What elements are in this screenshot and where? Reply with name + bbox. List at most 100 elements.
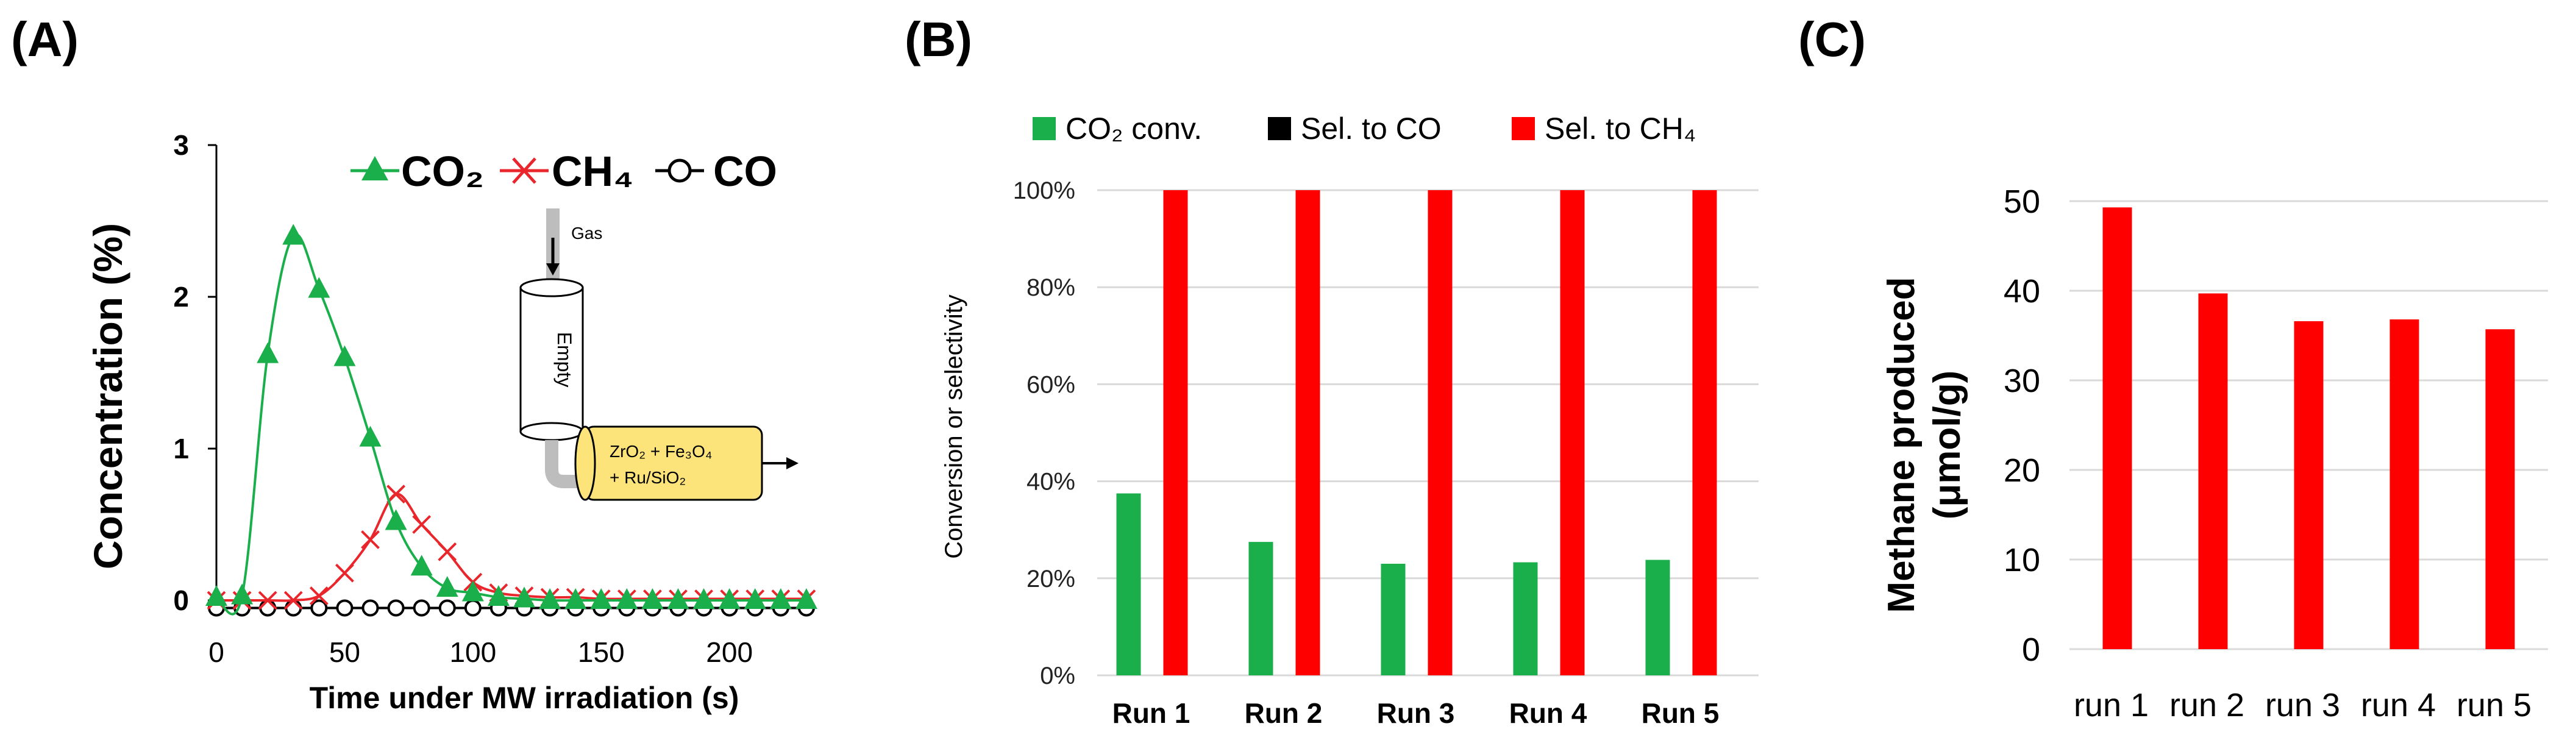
- panel-c-y-tick-label: 40: [2004, 273, 2040, 310]
- panel-a-co2-point: [436, 576, 458, 597]
- legend-sel-ch4-swatch: [1512, 117, 1535, 140]
- panel-c-y-tick-label: 20: [2004, 452, 2040, 489]
- panel-c-x-category-label: run 4: [2361, 687, 2436, 723]
- legend-co-marker: [667, 158, 692, 183]
- panel-a-ch4-point: [258, 591, 277, 610]
- panel-a-co-point: [310, 599, 328, 617]
- panel-c-y-axis-title-line2: (μmol/g): [1926, 371, 1968, 520]
- panel-b-bar-co2-conv: [1645, 560, 1670, 675]
- panel-b-bar-sel-ch4: [1428, 190, 1453, 675]
- panel-c-x-category-label: run 3: [2265, 687, 2340, 723]
- panel-b-x-category-label: Run 3: [1377, 697, 1455, 729]
- legend-co-label: CO: [713, 148, 777, 195]
- legend-ch4-marker: [512, 157, 536, 184]
- panel-a-line-chart: 0 1 2 3 0 50 100 150 200 Concentration (%) Time …: [85, 129, 817, 715]
- panel-label-b: (B): [905, 12, 972, 66]
- panel-b-bar-co2-conv: [1248, 542, 1273, 675]
- panel-a-co-point: [438, 599, 456, 617]
- panel-c-bar-chart: 0 10 20 30 40 50 run 1 run 2 run 3 run 4 run 5 Met…: [1880, 183, 2548, 723]
- panel-b-x-category-label: Run 4: [1509, 697, 1587, 729]
- panel-a-ch4-point: [309, 586, 329, 605]
- panel-b-bar-sel-ch4: [1692, 190, 1717, 675]
- panel-a-y-tick-label: 0: [173, 585, 189, 616]
- panel-a-co2-point: [359, 425, 382, 447]
- panel-a-x-tick-label: 0: [208, 636, 224, 668]
- panel-a-co2-point: [564, 588, 587, 609]
- catalyst-reactor-end: [574, 425, 596, 501]
- panel-a-co-point: [413, 599, 430, 617]
- panel-c-bar: [2102, 207, 2132, 649]
- gas-outlet-arrow-icon: [786, 457, 799, 469]
- catalyst-reactor: [584, 425, 763, 501]
- panel-a-co2-point: [333, 345, 356, 366]
- panel-a-co2-point: [744, 588, 766, 609]
- panel-a-co-point: [285, 599, 302, 617]
- panel-a-ch4-point: [438, 542, 457, 561]
- panel-c-x-category-label: run 5: [2457, 687, 2532, 723]
- panel-b-bar-chart: 0% 20% 40% 60% 80% 100% Run 1 Run 2 Run 3 Run 4 Ru…: [941, 112, 1759, 729]
- panel-label-c: (C): [1798, 12, 1866, 66]
- panel-b-x-category-label: Run 5: [1642, 697, 1720, 729]
- panel-c-bar: [2389, 319, 2419, 649]
- panel-a-y-tick-label: 3: [173, 129, 189, 161]
- legend-co2-label: CO₂: [401, 148, 484, 195]
- panel-b-bar-co2-conv: [1513, 562, 1538, 675]
- panel-a-legend: CO₂ CH₄ CO: [350, 148, 777, 195]
- panel-b-bar-sel-ch4: [1163, 190, 1188, 675]
- panel-a-y-tick-label: 1: [173, 433, 189, 464]
- panel-a-co2-point: [410, 555, 433, 576]
- panel-b-legend: CO₂ conv. Sel. to CO Sel. to CH₄: [1033, 112, 1696, 146]
- panel-a-co2-point: [385, 509, 407, 530]
- empty-tube-top: [519, 278, 584, 297]
- empty-tube-label: Empty: [553, 332, 575, 388]
- panel-a-co2-point: [692, 588, 715, 609]
- reactor-schematic-inset: Gas Empty ZrO₂ + Fe₃O₄ + Ru/SiO₂: [519, 208, 799, 501]
- panel-a-co2-point: [590, 588, 613, 609]
- panel-a-ch4-point: [412, 515, 432, 534]
- panel-a-y-tick-label: 2: [173, 281, 189, 313]
- panel-a-co2-point: [205, 585, 227, 606]
- panel-a-x-axis-title: Time under MW irradiation (s): [310, 681, 739, 715]
- panel-a-co2-point: [282, 224, 305, 245]
- panel-a-x-tick-label: 200: [706, 636, 753, 668]
- empty-tube: [519, 286, 584, 433]
- panel-a-co-point: [336, 599, 354, 617]
- panel-c-bar: [2485, 329, 2515, 649]
- panel-a-co2-point: [616, 588, 638, 609]
- panel-c-bar: [2198, 293, 2228, 649]
- panel-a-co2-point: [487, 585, 510, 606]
- panel-c-y-tick-label: 10: [2004, 542, 2040, 578]
- panel-a-co2-point: [257, 342, 279, 363]
- panel-c-y-tick-label: 30: [2004, 363, 2040, 399]
- panel-b-y-tick-label: 0%: [1040, 663, 1075, 689]
- panel-b-bar-sel-ch4: [1295, 190, 1320, 675]
- panel-a-series-line-x: [216, 492, 806, 602]
- panel-a-co2-point: [461, 580, 484, 602]
- panel-label-a: (A): [11, 12, 79, 66]
- panel-a-x-tick-label: 100: [449, 636, 496, 668]
- panel-b-x-category-label: Run 2: [1245, 697, 1323, 729]
- panel-a-co-point: [387, 599, 405, 617]
- panel-c-x-category-label: run 1: [2074, 687, 2149, 723]
- panel-b-y-tick-label: 80%: [1026, 274, 1075, 301]
- panel-b-y-tick-label: 20%: [1026, 566, 1075, 592]
- panel-b-bar-sel-ch4: [1560, 190, 1585, 675]
- panel-a-co2-point: [231, 583, 254, 605]
- panel-a-co2-point: [513, 586, 535, 608]
- panel-a-co2-point: [795, 588, 817, 609]
- panel-a-co2-point: [718, 588, 741, 609]
- legend-ch4-label: CH₄: [552, 148, 633, 195]
- panel-b-x-category-label: Run 1: [1112, 697, 1190, 729]
- legend-sel-ch4-label: Sel. to CH₄: [1545, 112, 1696, 146]
- panel-b-y-tick-label: 60%: [1026, 371, 1075, 398]
- panel-c-x-category-label: run 2: [2169, 687, 2244, 723]
- panel-b-bar-co2-conv: [1381, 563, 1406, 675]
- legend-co2-conv-swatch: [1033, 117, 1056, 140]
- connecting-tube: [545, 440, 585, 488]
- legend-sel-co-swatch: [1268, 117, 1291, 140]
- panel-a-co2-point: [539, 588, 561, 609]
- panel-a-y-axis-title: Concentration (%): [85, 223, 130, 569]
- panel-a-co2-point: [667, 588, 689, 609]
- legend-co2-marker: [361, 156, 388, 180]
